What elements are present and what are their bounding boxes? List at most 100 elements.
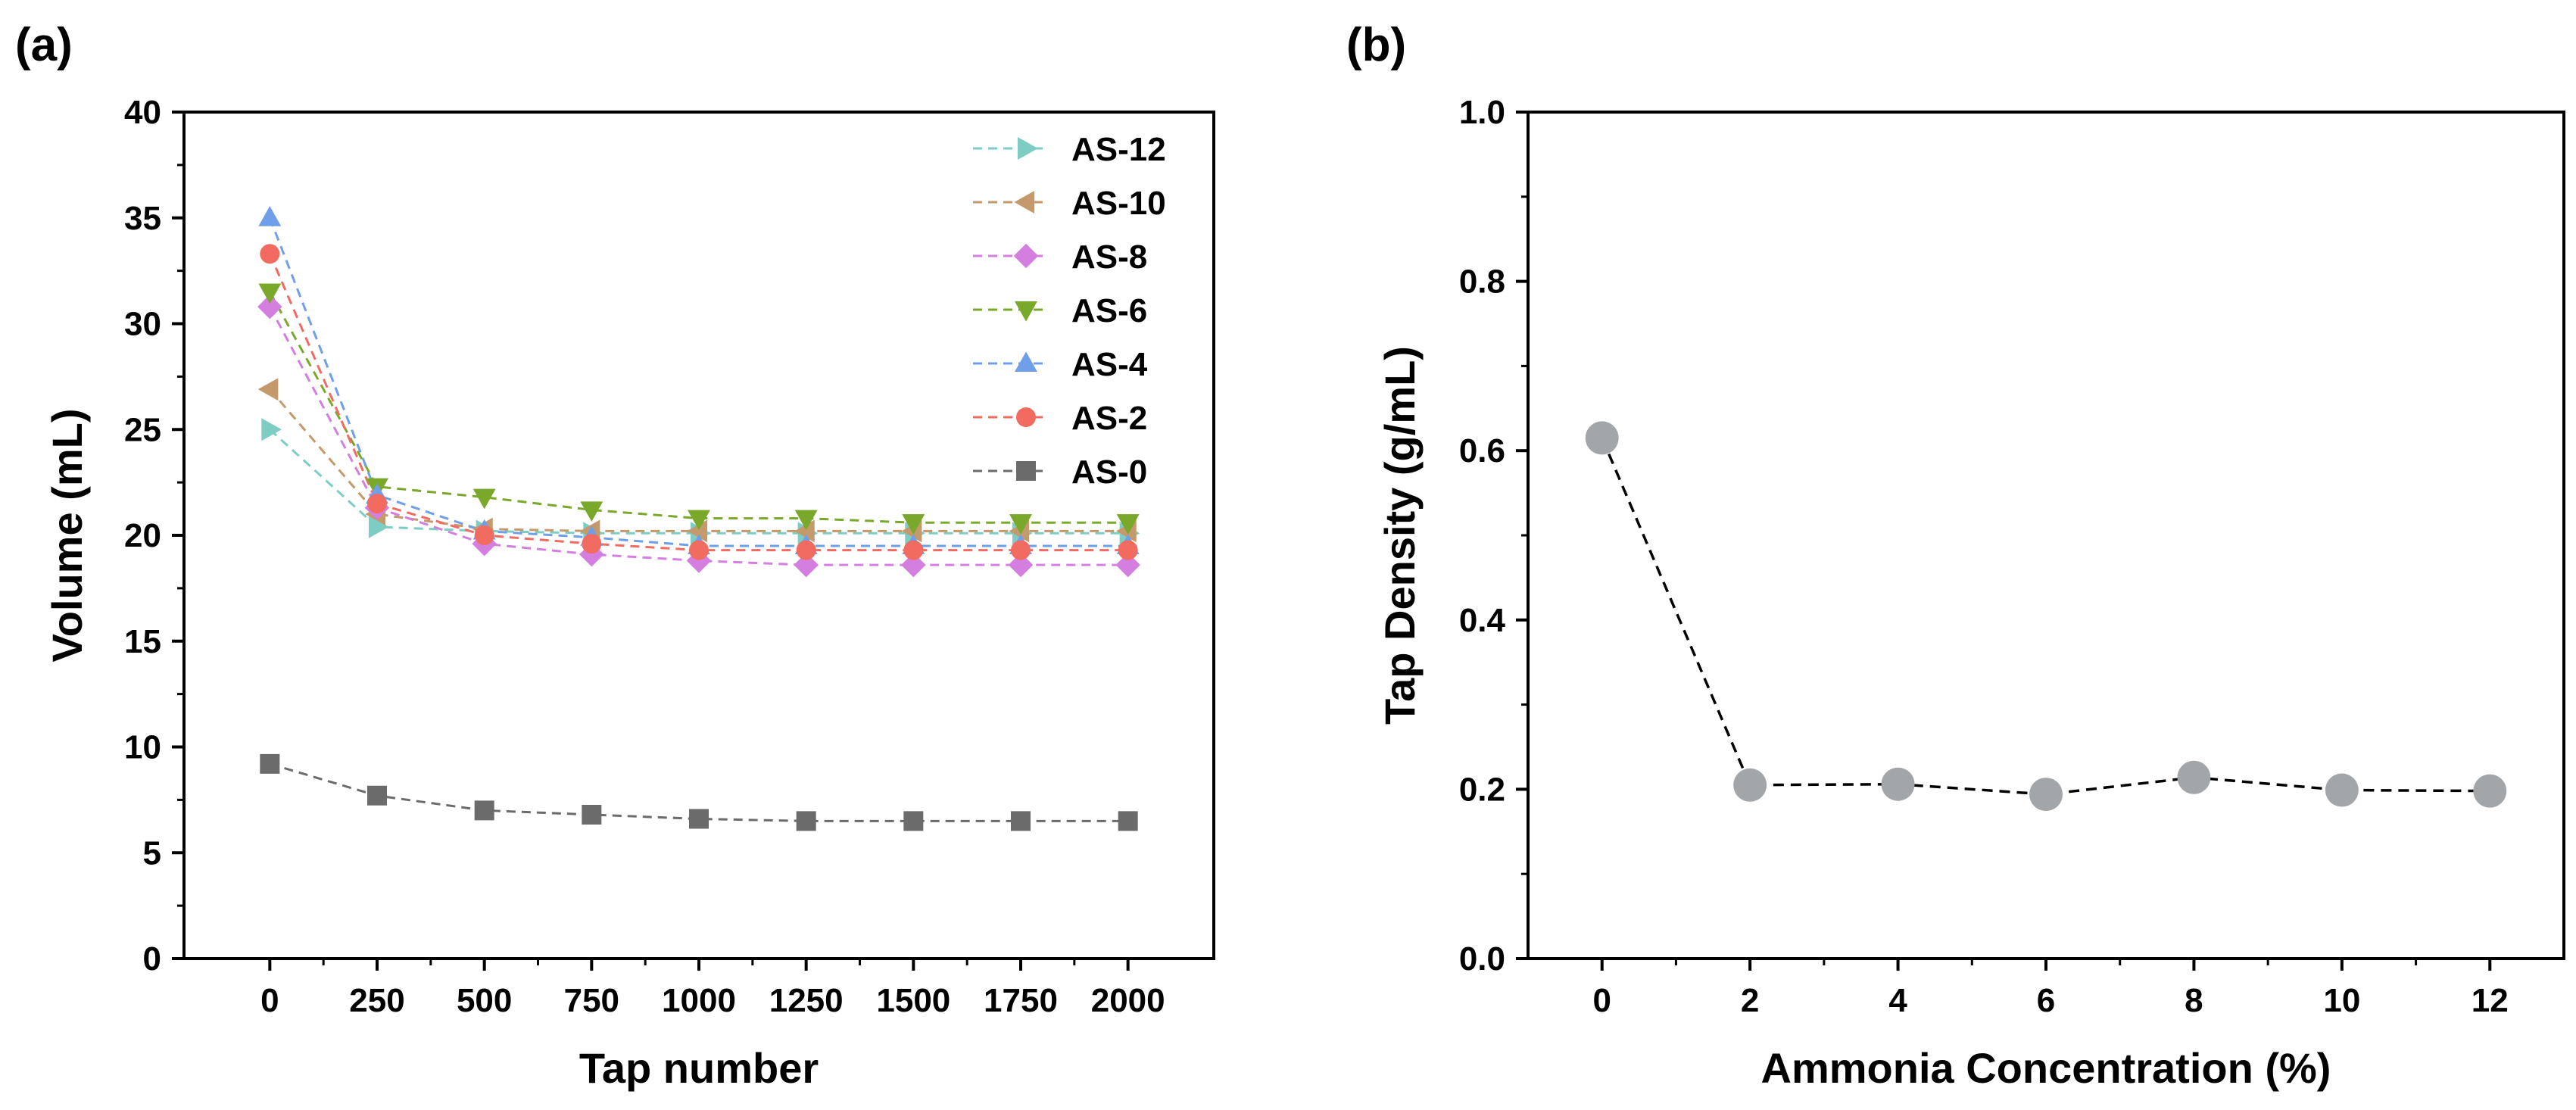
data-point [474,525,494,545]
x-tick-label: 1500 [876,982,950,1019]
panel-b-markers [1585,421,2507,812]
y-tick-label: 0.2 [1459,771,1505,808]
data-point [2473,774,2507,808]
data-point [796,811,816,831]
data-point [261,418,282,441]
y-tick-label: 0.0 [1459,940,1505,977]
panel-b-x-axis-title: Ammonia Concentration (%) [1761,1044,2331,1092]
panel-a-label: (a) [15,19,73,71]
x-tick-label: 2000 [1091,982,1165,1019]
y-tick-label: 0 [143,940,161,977]
y-tick-label: 5 [143,834,161,871]
data-point [367,785,387,806]
legend-marker [1015,351,1037,373]
panel-b-ticks: 0 2 4 6 8 10 12 0.0 0.2 0.4 0.6 0.8 1.0 [1459,94,2509,1019]
y-tick-label: 35 [124,200,161,237]
data-point [1115,552,1140,578]
x-tick-label: 750 [564,982,619,1019]
legend-marker [1016,407,1036,427]
y-tick-label: 25 [124,411,161,448]
data-point [1118,811,1138,831]
y-tick-label: 30 [124,306,161,343]
legend-label: AS-10 [1071,185,1166,222]
legend-label: AS-8 [1071,239,1147,276]
panel-b-series-lines [1601,437,2490,796]
data-point [257,378,279,401]
panel-a-ticks: 0 250 500 750 1000 1250 1500 1750 2000 0 5 10 15 20 25… [124,94,1165,1019]
legend-marker [1017,137,1038,160]
x-tick-label: 1750 [984,982,1058,1019]
legend-label: AS-6 [1071,292,1147,329]
y-tick-label: 15 [124,623,161,660]
data-point [1881,767,1915,801]
legend-marker [1013,243,1039,269]
data-point [1585,421,1619,455]
legend-marker [1015,301,1037,322]
data-point [368,515,389,538]
panel-a-legend: AS-12 AS-10 AS-8 AS-6 AS-4 AS-2 AS-0 [973,131,1166,491]
series-line-as-4 [268,217,1128,547]
y-tick-label: 0.4 [1459,602,1506,639]
x-tick-label: 0 [260,982,279,1019]
panel-b-plot-frame [1527,111,2565,960]
data-point [1118,540,1138,560]
data-point [367,494,387,514]
legend-label: AS-4 [1071,346,1148,383]
legend-marker [1016,461,1036,481]
data-point [258,206,282,226]
legend-label: AS-0 [1071,454,1147,491]
panel-a-chart: (a) 0 250 500 750 1000 1250 1500 1750 2000 0 5 10 15… [15,19,1215,1092]
data-point [687,519,708,543]
x-tick-label: 1250 [769,982,844,1019]
data-point [580,501,603,522]
x-tick-label: 12 [2472,982,2509,1019]
data-point [901,552,926,578]
x-tick-label: 2 [1741,982,1759,1019]
data-point [902,514,925,535]
x-tick-label: 8 [2185,982,2203,1019]
x-tick-label: 250 [349,982,404,1019]
data-point [903,540,924,560]
data-point [1011,811,1031,831]
y-tick-label: 20 [124,517,161,554]
x-tick-label: 4 [1888,982,1907,1019]
y-tick-label: 0.6 [1459,432,1505,469]
y-tick-label: 0.8 [1459,263,1505,301]
panel-b-chart: (b) 0 2 4 6 8 10 12 0.0 0.2 0.4 0.6 0.8 1.0 Ammonia … [1346,19,2565,1092]
data-point [582,804,602,825]
data-point [260,244,280,264]
panel-a-markers [257,206,1140,831]
data-point [2325,773,2359,807]
series-line-as-6 [269,291,1128,524]
legend-label: AS-2 [1071,400,1147,437]
x-tick-label: 500 [457,982,512,1019]
data-point [2029,778,2063,812]
series-line-as-8 [269,306,1128,566]
data-point [258,283,282,304]
panel-b-label: (b) [1346,19,1406,71]
x-tick-label: 1000 [662,982,736,1019]
panel-a-y-axis-title: Volume (mL) [43,409,91,663]
data-point [688,510,710,531]
x-tick-label: 6 [2037,982,2055,1019]
data-point [794,552,819,578]
y-tick-label: 1.0 [1459,94,1505,131]
data-point [1009,514,1032,535]
legend-label: AS-12 [1071,131,1166,168]
data-point [689,809,709,829]
data-point [257,294,282,320]
data-point [796,540,816,560]
data-point [2177,760,2211,794]
data-point [1011,540,1031,560]
x-tick-label: 10 [2323,982,2360,1019]
data-point [1733,768,1767,802]
data-point [1116,514,1140,535]
legend-marker [1014,191,1035,214]
y-tick-label: 10 [124,729,161,766]
series-line-as-2 [268,253,1128,552]
series-line-tap-density [1601,437,2490,796]
y-tick-label: 40 [124,94,161,131]
data-point [260,753,280,774]
panel-b-y-axis-title: Tap Density (g/mL) [1376,346,1424,725]
